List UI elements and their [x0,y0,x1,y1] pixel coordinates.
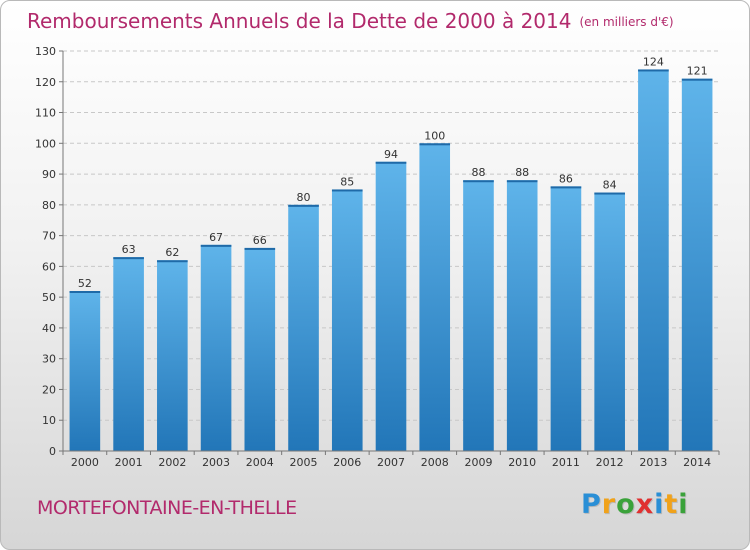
y-tick-label: 110 [35,107,56,120]
x-tick-label: 2004 [246,456,274,469]
bar-2001 [113,257,144,451]
y-tick-label: 120 [35,76,56,89]
bar-2000 [69,291,101,451]
bar-top-edge [375,161,407,164]
bar-top-edge [638,69,669,72]
data-label: 66 [253,234,267,247]
axes: 0 10 20 30 40 50 60 70 80 90 100 110 120 130 2000 2001 2… [35,45,720,469]
bar-top-edge [463,180,494,183]
y-tick-label: 70 [42,230,56,243]
logo-letter: r [601,489,617,520]
x-tick-label: 2014 [683,456,711,469]
logo-letter: o [616,489,636,520]
bar-top-edge [594,192,625,195]
x-tick-label: 2009 [464,456,492,469]
data-label: 88 [515,166,529,179]
bar-top-edge [419,143,451,146]
x-tick-label: 2008 [421,456,449,469]
y-tick-label: 20 [42,383,56,396]
chart-subtitle: (en milliers d'€) [579,15,674,29]
y-tick-label: 60 [42,260,56,273]
data-label: 86 [559,172,573,185]
data-label: 80 [297,191,311,204]
bar-top-edge [681,78,713,81]
bar-top-edge [331,189,363,192]
proxiti-logo: Proxiti [581,489,689,520]
x-tick-label: 2003 [202,456,230,469]
logo-letter: P [581,489,602,520]
bar-top-edge [113,257,144,260]
bar-2005 [288,204,319,451]
y-tick-label: 100 [35,137,56,150]
x-tick-label: 2005 [290,456,318,469]
data-label: 100 [424,129,445,142]
y-tick-label: 40 [42,322,56,335]
y-tick-label: 10 [42,414,56,427]
bar-2011 [550,186,582,451]
x-tick-label: 2000 [71,456,99,469]
x-tick-label: 2001 [115,456,143,469]
data-label: 67 [209,231,223,244]
logo-letter: t [664,489,679,520]
bar-2006 [331,189,363,451]
bar-top-edge [244,247,276,250]
x-tick-label: 2002 [158,456,186,469]
x-tick-label: 2011 [552,456,580,469]
bar-top-edge [200,244,232,247]
data-label: 62 [165,246,179,259]
bar-top-edge [288,204,319,207]
logo-letter: i [654,489,665,520]
y-tick-label: 130 [35,45,56,58]
logo-letter: x [635,489,655,520]
bar-top-edge [157,260,188,263]
bar-2004 [244,247,276,451]
bar-2003 [200,244,232,451]
x-tick-label: 2013 [639,456,667,469]
chart-title: Remboursements Annuels de la Dette de 20… [27,9,674,33]
bar-2014 [681,78,713,451]
data-label: 94 [384,148,398,161]
bar-top-edge [69,291,101,293]
data-label: 124 [643,55,664,68]
x-tick-label: 2010 [508,456,536,469]
bar-top-edge [506,180,538,183]
bar-2012 [594,192,625,452]
bar-2008 [419,143,451,452]
data-label: 88 [471,166,485,179]
bars: 52 63 62 67 66 80 85 94 100 88 88 86 84 124 121 [69,55,713,452]
data-label: 121 [687,65,708,78]
bar-2013 [638,69,669,451]
bar-2010 [506,180,538,451]
x-tick-label: 2007 [377,456,405,469]
logo-letter: i [678,489,689,520]
bar-2007 [375,161,407,451]
commune-name: MORTEFONTAINE-EN-THELLE [37,497,297,519]
y-tick-label: 90 [42,168,56,181]
y-tick-label: 80 [42,199,56,212]
y-tick-label: 30 [42,353,56,366]
bar-2002 [157,260,188,451]
chart-title-text: Remboursements Annuels de la Dette de 20… [27,9,572,33]
bar-2009 [463,180,494,451]
data-label: 52 [78,277,92,290]
y-tick-label: 0 [49,445,56,458]
x-tick-label: 2006 [333,456,361,469]
data-label: 63 [122,243,136,256]
data-label: 84 [603,179,617,192]
data-label: 85 [340,175,354,188]
y-tick-label: 50 [42,291,56,304]
x-tick-label: 2012 [596,456,624,469]
bar-top-edge [550,186,582,189]
